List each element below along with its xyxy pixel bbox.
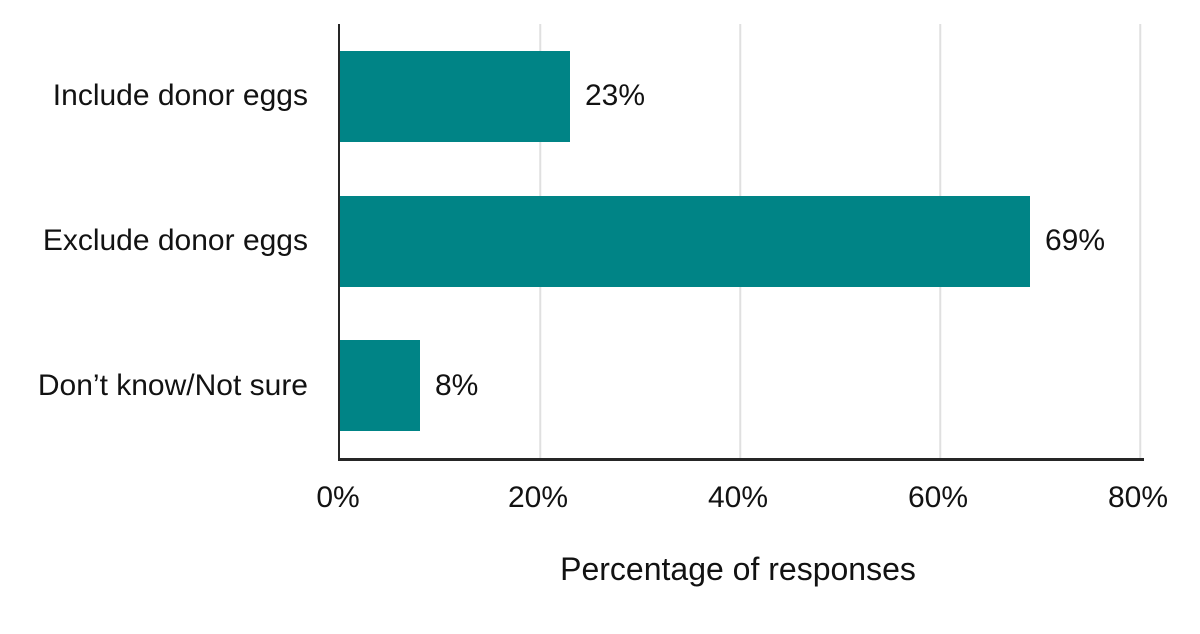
x-tick-label: 80% — [1107, 481, 1169, 514]
x-tick-label: 20% — [507, 481, 569, 514]
x-tick-label: 0% — [316, 481, 360, 514]
gridline — [1139, 24, 1141, 458]
category-label: Include donor eggs — [52, 79, 308, 113]
y-axis-line — [338, 24, 340, 461]
bar: 69% — [340, 195, 1105, 287]
category-label: Exclude donor eggs — [42, 224, 308, 257]
x-axis-ticks: 0% 20% 40% 60% 80% — [316, 481, 1168, 517]
category-label: Don’t know/Not sure — [37, 368, 308, 402]
bar-value-label: 69% — [1045, 224, 1106, 257]
bar: 8% — [340, 340, 478, 432]
x-axis-title: Percentage of responses — [560, 551, 916, 587]
x-axis-line — [338, 458, 1144, 461]
x-tick-label: 60% — [907, 481, 969, 514]
plot-area: 23% 69% 8% — [340, 24, 1141, 458]
bar-value-label: 8% — [435, 368, 479, 402]
bar-value-label: 23% — [585, 79, 646, 113]
x-tick-label: 40% — [707, 481, 769, 514]
bar: 23% — [340, 50, 645, 142]
